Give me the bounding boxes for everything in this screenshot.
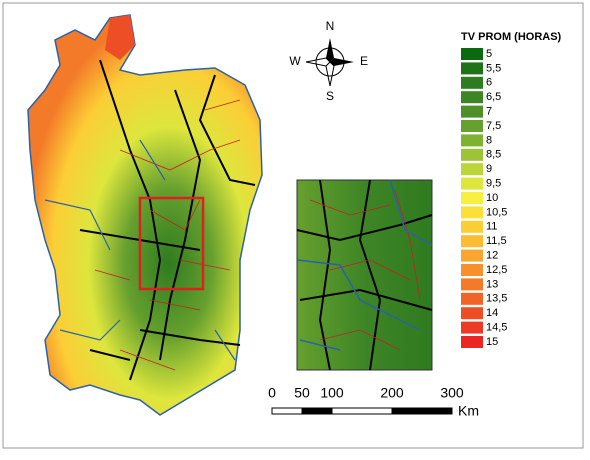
legend-swatch [461,62,483,75]
legend-swatch [461,76,483,89]
legend-label: 13 [486,278,498,290]
legend-swatch [461,321,483,334]
legend-swatch [461,220,483,233]
legend-label: 6,5 [486,91,501,103]
legend-label: 6 [486,77,492,89]
legend-swatch [461,278,483,291]
legend-title: TV PROM (HORAS) [461,31,562,43]
legend-label: 8,5 [486,149,501,161]
legend-swatch [461,249,483,262]
compass-south: S [326,89,334,103]
compass-east: E [360,54,368,68]
scale-segment [301,407,333,415]
legend-label: 9,5 [486,178,501,190]
scale-segment [331,407,393,415]
legend-swatch [461,292,483,305]
legend-swatch [461,163,483,176]
legend-swatch [461,120,483,132]
legend-label: 12,5 [486,264,507,276]
scale-label: 0 [268,385,276,401]
legend-swatch [461,48,483,60]
legend-swatch [461,192,483,204]
scale-label: 100 [320,385,344,401]
scale-segment [271,407,303,415]
legend-swatch [461,134,483,147]
legend-swatch [461,148,483,161]
legend-label: 14 [486,307,498,319]
scale-bar: 0 50 100 200 300 Km [268,385,479,419]
legend-label: 7 [486,106,492,118]
legend-label: 13,5 [486,293,507,305]
compass-north: N [326,19,335,33]
legend-swatch [461,177,483,190]
scale-label: 200 [380,385,404,401]
legend-label: 12 [486,250,498,262]
compass: N E S W [289,19,368,103]
legend-swatch [461,336,483,348]
scale-label: 50 [294,385,310,401]
legend-swatch [461,206,483,219]
legend-label: 11 [486,221,497,233]
legend-label: 11,5 [486,235,507,247]
scale-segment [391,407,453,415]
legend-swatch [461,235,483,248]
legend-label: 8 [486,134,492,146]
legend-swatch [461,307,483,320]
scale-label: 300 [440,385,464,401]
inset-map [296,179,433,371]
legend-label: 5,5 [486,62,501,74]
scale-unit: Km [458,403,479,419]
compass-west: W [289,54,301,68]
legend-label: 9 [486,163,492,175]
legend-label: 10,5 [486,206,507,218]
legend-swatch [461,264,483,276]
legend: 5 5,5 6 6,5 7 7,5 8 8,5 9 9,5 10 10,5 11 11,5 12 12,5 13… [461,48,507,348]
legend-label: 14,5 [486,322,507,334]
legend-swatch [461,91,483,104]
legend-label: 5 [486,48,492,60]
legend-label: 15 [486,336,498,348]
map [27,14,263,416]
legend-label: 10 [486,192,498,204]
legend-label: 7,5 [486,120,501,132]
legend-swatch [461,105,483,118]
